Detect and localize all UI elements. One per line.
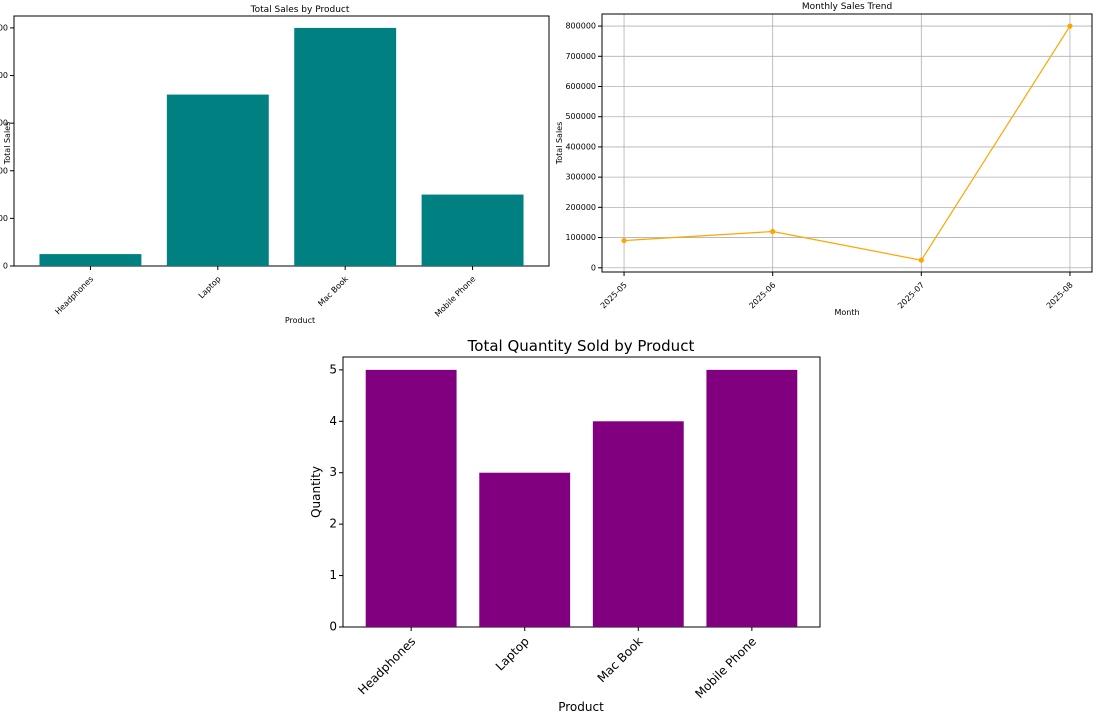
chart-title: Total Sales by Product — [250, 5, 350, 15]
y-tick-label: 5 — [329, 362, 337, 376]
chart-monthly-sales-trend: Monthly Sales Trend Month Total Sales 20… — [555, 2, 1093, 317]
chart-title: Total Quantity Sold by Product — [467, 337, 695, 355]
plot-frame — [13, 15, 550, 267]
y-axis-title: Quantity — [309, 466, 323, 518]
x-axis-title: Product — [285, 316, 315, 325]
x-tick-label: 2025-07 — [896, 280, 926, 310]
y-tick-label: 1 — [329, 568, 337, 582]
y-tick-label: 3 — [329, 465, 337, 479]
y-tick-label: 400000 — [565, 142, 596, 151]
x-tick-label: 2025-08 — [1045, 280, 1075, 310]
chart-title: Monthly Sales Trend — [802, 2, 892, 12]
x-tick-label: Mobile Phone — [692, 634, 759, 701]
bar — [592, 421, 684, 627]
y-tick-label: 4 — [329, 414, 337, 428]
y-tick-label: 600000 — [565, 82, 596, 91]
x-tick-label: 2025-06 — [747, 280, 777, 310]
x-tick-label: 2025-05 — [599, 280, 629, 310]
x-tick-label: Laptop — [197, 274, 223, 300]
y-tick-label: 500000 — [565, 112, 596, 121]
y-tick-label: 700000 — [565, 52, 596, 61]
y-tick-label: 0 — [591, 263, 596, 272]
y-axis-title: Total Sales — [555, 122, 564, 166]
y-tick-label: 800000 — [565, 22, 596, 31]
chart-total-sales-by-product: Total Sales by Product Product Total Sal… — [0, 5, 550, 325]
chart-total-quantity-sold-by-product: Total Quantity Sold by Product Product Q… — [309, 337, 821, 714]
y-tick-label: 0 — [3, 262, 8, 271]
x-tick-label: Headphones — [355, 634, 418, 697]
y-tick-label: 2 — [329, 517, 337, 531]
bar — [166, 94, 269, 266]
bar — [479, 472, 571, 627]
y-tick-label: 400000 — [0, 71, 8, 80]
y-tick-label: 200000 — [0, 166, 8, 175]
y-tick-label: 100000 — [0, 214, 8, 223]
bar — [39, 254, 142, 266]
y-tick-label: 500000 — [0, 23, 8, 32]
y-tick-label: 300000 — [0, 119, 8, 128]
bar — [294, 27, 397, 267]
x-axis-title: Month — [834, 308, 859, 317]
data-point — [770, 228, 776, 235]
x-tick-label: Headphones — [53, 274, 95, 316]
data-point — [621, 237, 627, 244]
x-tick-label: Laptop — [493, 634, 532, 673]
bar — [706, 369, 798, 627]
x-tick-label: Mobile Phone — [433, 274, 477, 318]
series-line — [624, 25, 1071, 261]
y-tick-label: 0 — [329, 620, 337, 634]
y-tick-label: 300000 — [565, 173, 596, 182]
y-tick-label: 100000 — [565, 233, 596, 242]
y-axis-title: Total Sales — [3, 122, 12, 166]
x-tick-label: Mac Book — [595, 634, 646, 685]
data-point — [1067, 23, 1073, 29]
plot-frame — [342, 356, 821, 628]
bar — [365, 369, 457, 627]
x-tick-label: Mac Book — [316, 274, 350, 308]
bar — [421, 194, 524, 266]
data-point — [918, 257, 924, 263]
y-tick-label: 200000 — [565, 203, 596, 212]
plot-frame — [601, 13, 1093, 273]
x-axis-title: Product — [558, 700, 604, 714]
